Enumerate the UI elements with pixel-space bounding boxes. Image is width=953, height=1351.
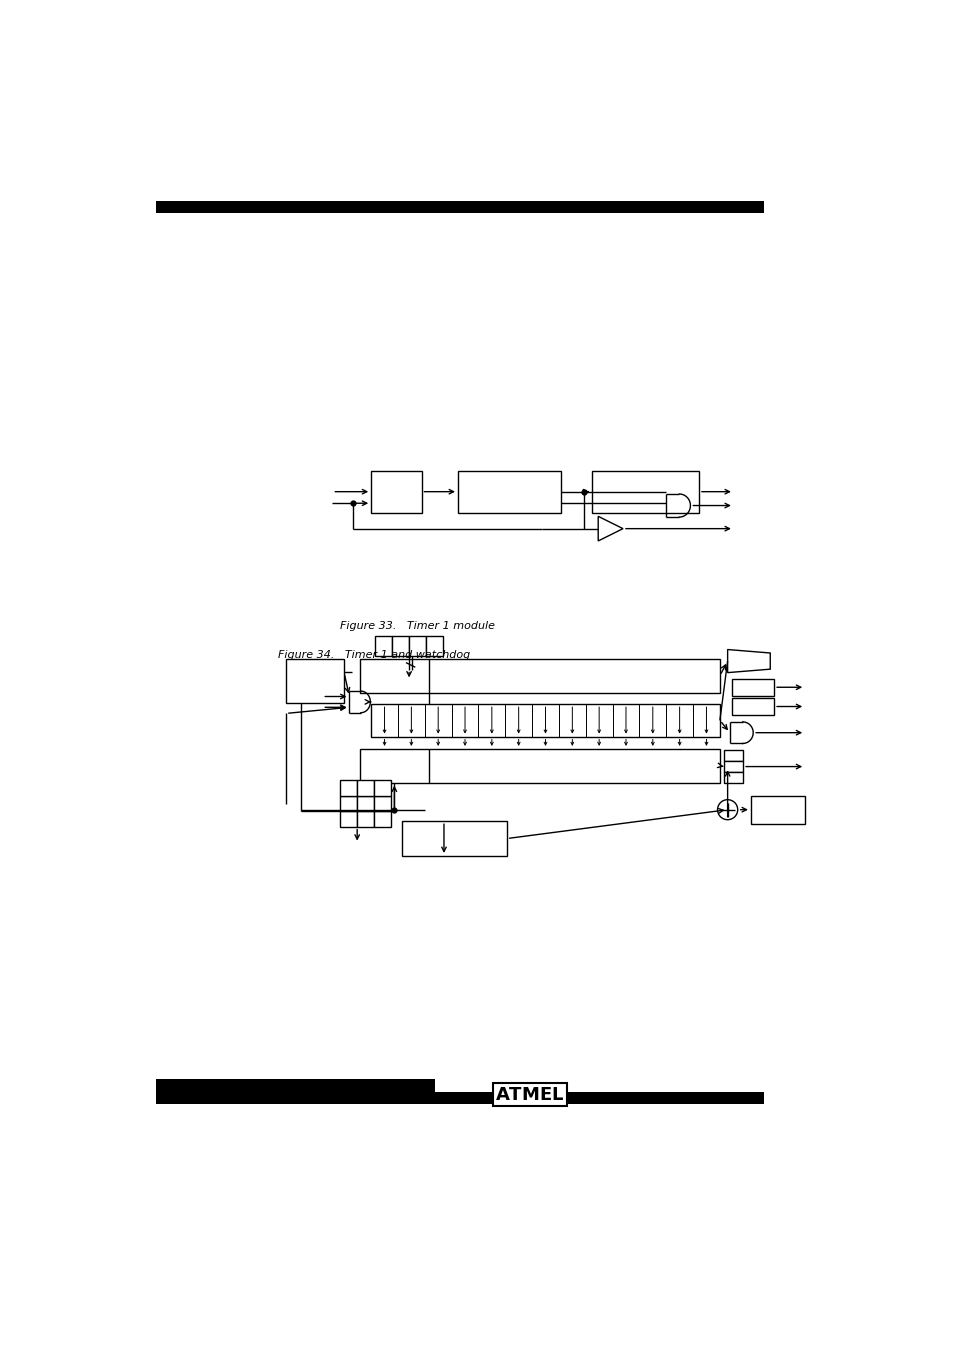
- Bar: [356, 781, 374, 796]
- Bar: [592, 471, 699, 513]
- Bar: [374, 796, 391, 811]
- Bar: [374, 781, 391, 796]
- Bar: [392, 636, 409, 655]
- Bar: [457, 471, 560, 513]
- Bar: [731, 678, 773, 696]
- Bar: [375, 636, 392, 655]
- Bar: [286, 659, 344, 704]
- Bar: [340, 796, 356, 811]
- Text: $\mathbf{ATMEL}$: $\mathbf{ATMEL}$: [495, 1086, 564, 1104]
- Text: Figure 33.   Timer 1 module: Figure 33. Timer 1 module: [340, 621, 495, 631]
- Bar: [155, 200, 763, 213]
- Bar: [409, 636, 426, 655]
- Bar: [374, 811, 391, 827]
- Bar: [723, 761, 742, 771]
- Bar: [155, 1092, 763, 1104]
- Bar: [356, 796, 374, 811]
- Bar: [723, 771, 742, 782]
- Bar: [359, 748, 720, 782]
- Bar: [731, 698, 773, 715]
- Bar: [402, 821, 506, 857]
- Bar: [155, 1079, 435, 1092]
- Bar: [340, 811, 356, 827]
- Bar: [723, 750, 742, 761]
- Bar: [356, 811, 374, 827]
- Bar: [371, 704, 720, 736]
- Bar: [371, 471, 421, 513]
- Bar: [359, 659, 720, 693]
- Bar: [340, 781, 356, 796]
- Bar: [426, 636, 443, 655]
- Bar: [750, 796, 804, 824]
- Text: Figure 34.   Timer 1 and watchdog: Figure 34. Timer 1 and watchdog: [278, 650, 470, 659]
